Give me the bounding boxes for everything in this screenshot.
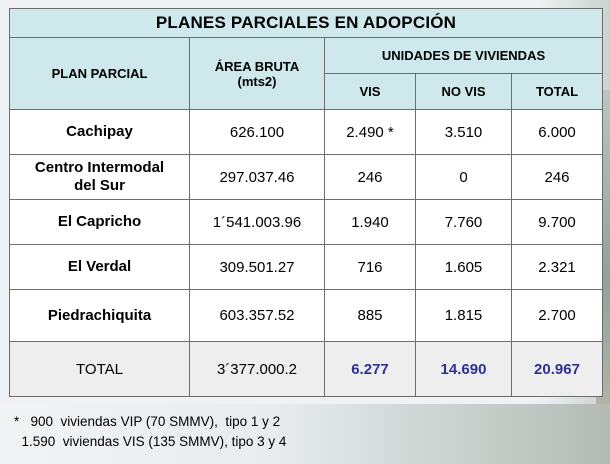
- total-no-vis-value: 14.690: [415, 341, 512, 397]
- header-area-unit: (mts2): [237, 73, 277, 89]
- plan-name: Centro Intermodal del Sur: [9, 154, 190, 200]
- total-area-value: 3´377.000.2: [189, 341, 325, 397]
- total-label: TOTAL: [9, 341, 190, 397]
- total-vis-value: 6.277: [324, 341, 416, 397]
- area-value: 603.357.52: [189, 289, 325, 342]
- footnote-vis: 1.590 viviendas VIS (135 SMMV), tipo 3 y…: [14, 434, 287, 449]
- footnotes: * 900 viviendas VIP (70 SMMV), tipo 1 y …: [14, 412, 286, 452]
- vis-value: 716: [324, 244, 416, 290]
- no-vis-value: 1.605: [415, 244, 512, 290]
- area-value: 626.100: [189, 109, 325, 155]
- total-total-value: 20.967: [511, 341, 603, 397]
- table-row: Piedrachiquita 603.357.52 885 1.815 2.70…: [9, 289, 603, 342]
- footnote-vip: * 900 viviendas VIP (70 SMMV), tipo 1 y …: [14, 414, 281, 429]
- total-value: 6.000: [511, 109, 603, 155]
- table-row: El Capricho 1´541.003.96 1.940 7.760 9.7…: [9, 199, 603, 245]
- header-area-bruta: ÁREA BRUTA (mts2): [189, 37, 325, 110]
- vis-value: 2.490 *: [324, 109, 416, 155]
- area-value: 1´541.003.96: [189, 199, 325, 245]
- table-row: Cachipay 626.100 2.490 * 3.510 6.000: [9, 109, 603, 155]
- header-total: TOTAL: [511, 73, 603, 110]
- plan-name: El Capricho: [9, 199, 190, 245]
- city-background-bottom: [0, 404, 610, 464]
- table-title: PLANES PARCIALES EN ADOPCIÓN: [9, 8, 603, 38]
- total-value: 2.321: [511, 244, 603, 290]
- planes-table: PLANES PARCIALES EN ADOPCIÓN PLAN PARCIA…: [9, 8, 603, 397]
- table-row: Centro Intermodal del Sur 297.037.46 246 …: [9, 154, 603, 200]
- total-value: 2.700: [511, 289, 603, 342]
- vis-value: 1.940: [324, 199, 416, 245]
- area-value: 297.037.46: [189, 154, 325, 200]
- no-vis-value: 1.815: [415, 289, 512, 342]
- total-value: 246: [511, 154, 603, 200]
- header-vis: VIS: [324, 73, 416, 110]
- table-row: El Verdal 309.501.27 716 1.605 2.321: [9, 244, 603, 290]
- header-area-label: ÁREA BRUTA: [214, 58, 300, 74]
- no-vis-value: 3.510: [415, 109, 512, 155]
- plan-name: Cachipay: [9, 109, 190, 155]
- total-row: TOTAL 3´377.000.2 6.277 14.690 20.967: [9, 341, 603, 397]
- header-unidades: UNIDADES DE VIVIENDAS: [324, 37, 603, 74]
- vis-value: 885: [324, 289, 416, 342]
- no-vis-value: 0: [415, 154, 512, 200]
- header-plan-parcial: PLAN PARCIAL: [9, 37, 190, 110]
- vis-value: 246: [324, 154, 416, 200]
- header-no-vis: NO VIS: [415, 73, 512, 110]
- total-value: 9.700: [511, 199, 603, 245]
- plan-name: El Verdal: [9, 244, 190, 290]
- no-vis-value: 7.760: [415, 199, 512, 245]
- area-value: 309.501.27: [189, 244, 325, 290]
- plan-name: Piedrachiquita: [9, 289, 190, 342]
